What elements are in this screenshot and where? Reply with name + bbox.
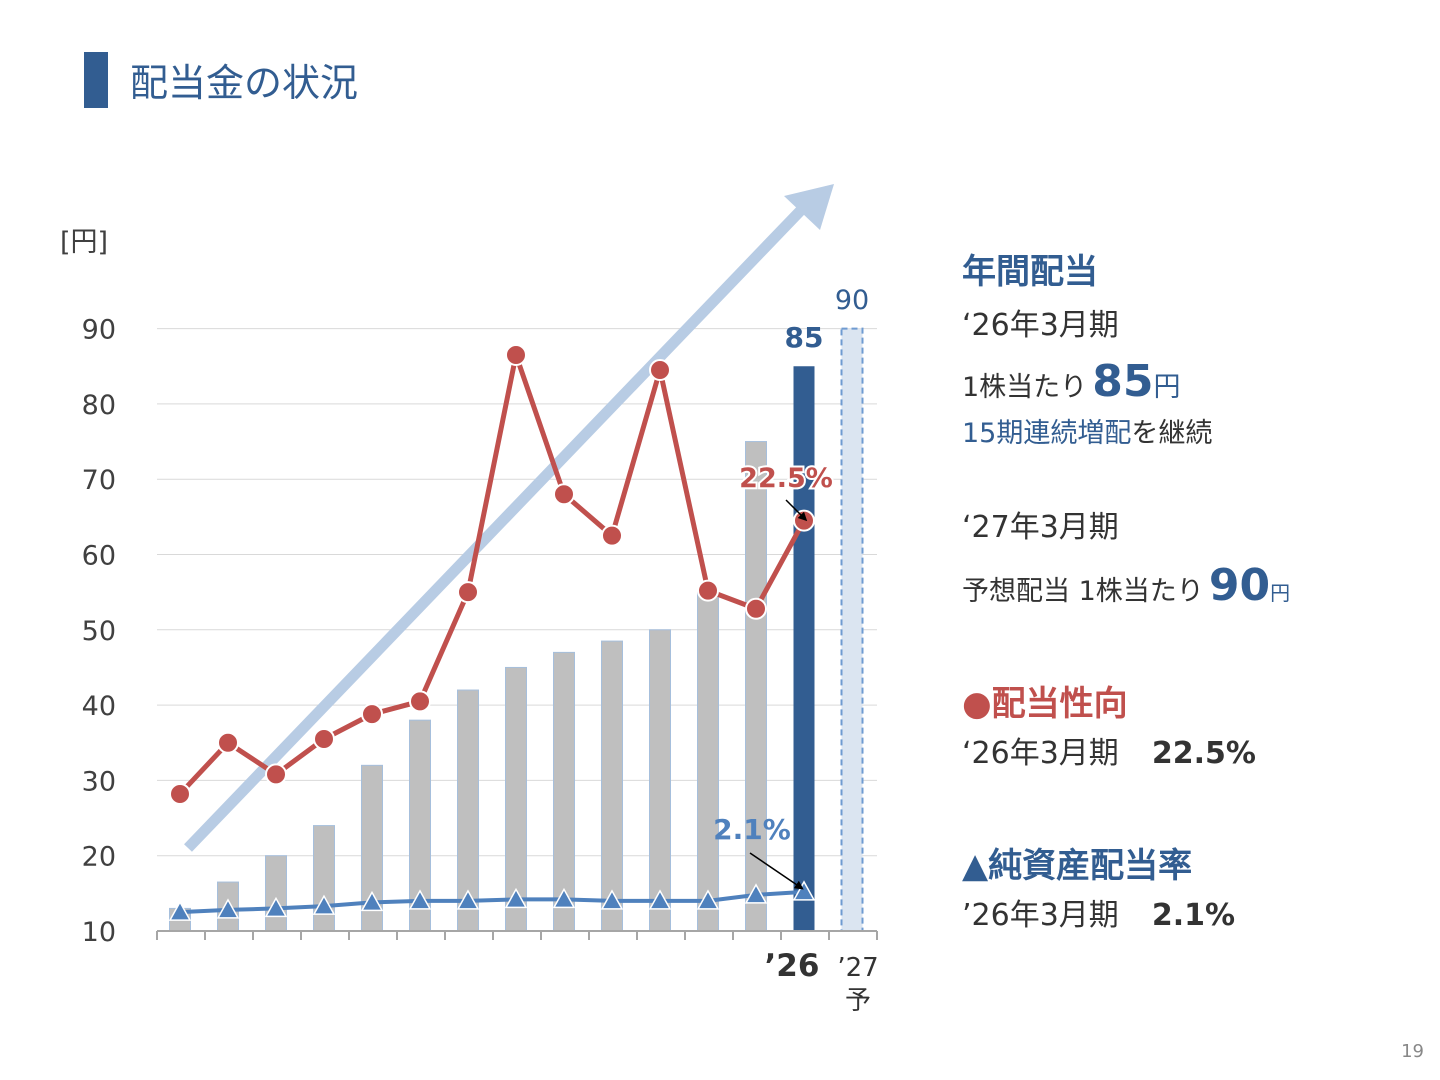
annual-dividend-heading: 年間配当	[962, 252, 1098, 292]
payout-ratio-heading: ●配当性向	[962, 684, 1128, 724]
per-share-label: 1株当たり	[962, 372, 1088, 403]
doe-fy-label: ’26年3月期	[962, 898, 1119, 933]
dividend-bar-10	[601, 640, 623, 932]
dividend-90-value: 90	[1208, 560, 1271, 611]
doe-point-8	[504, 887, 528, 909]
dividend-bar-12	[697, 591, 719, 932]
fy26-label: ‘26年3月期	[962, 308, 1119, 343]
doe-point-10	[600, 889, 624, 910]
payout-ratio-point-8	[505, 343, 527, 366]
dividend-bar-11	[649, 629, 671, 932]
bar-2027-value-label: 90	[835, 285, 869, 316]
increase-streak-text: 15期連続増配を継続	[962, 418, 1212, 450]
doe-line	[179, 889, 805, 915]
payout-ratio-point-2	[217, 731, 239, 754]
bar-2026-value-label: 85	[785, 321, 824, 354]
payout-ratio-line: ‘26年3月期 22.5%	[962, 736, 1256, 772]
doe-2026-label: 2.1%	[713, 813, 791, 846]
payout-ratio-point-10	[601, 524, 623, 547]
payout-ratio-point-3	[265, 763, 287, 786]
y-tick-label-80: 80	[82, 390, 116, 421]
x-category-label-15: ’27	[837, 953, 878, 983]
doe-point-3	[264, 896, 288, 918]
payout-ratio-point-4	[313, 727, 335, 750]
payout-ratio-point-1	[169, 782, 191, 805]
doe-point-4	[312, 894, 336, 915]
payout-ratio-point-11	[649, 359, 671, 382]
yen-unit: 円	[1153, 372, 1181, 403]
payout-ratio-point-9	[553, 483, 575, 506]
payout-ratio-point-14	[793, 509, 815, 532]
doe-point-1	[168, 900, 192, 921]
y-tick-label-10: 10	[82, 917, 116, 948]
payout-ratio-point-13	[745, 597, 767, 620]
page-number: 19	[1401, 1041, 1424, 1062]
title-accent-bar	[84, 52, 108, 108]
doe-point-5	[360, 890, 384, 912]
y-tick-label-60: 60	[82, 541, 116, 572]
doe-point-9	[552, 887, 576, 909]
y-tick-label-40: 40	[82, 691, 116, 722]
fy26-dividend-line: 1株当たり 85円	[962, 356, 1181, 409]
y-tick-label-50: 50	[82, 616, 116, 647]
payout-ratio-point-12	[697, 579, 719, 602]
page-title: 配当金の状況	[130, 61, 359, 105]
forecast-label: 予想配当 1株当たり	[962, 576, 1204, 607]
dividend-bar-3	[265, 855, 287, 932]
y-tick-label-90: 90	[82, 315, 116, 346]
payout-fy-label: ‘26年3月期	[962, 736, 1119, 771]
payout-ratio-point-5	[361, 703, 383, 726]
x-category-label-15-sub: 予	[845, 986, 871, 1016]
payout-ratio-callout-line	[785, 499, 808, 522]
growth-arrow-head	[784, 184, 834, 230]
doe-heading: ▲純資産配当率	[962, 846, 1193, 886]
doe-point-12	[696, 889, 720, 910]
payout-ratio-value: 22.5%	[1151, 736, 1256, 771]
doe-value: 2.1%	[1151, 898, 1236, 933]
doe-point-14	[792, 880, 816, 901]
payout-ratio-point-7	[457, 581, 479, 604]
dividend-bar-15	[840, 327, 864, 933]
doe-point-2	[216, 898, 240, 919]
y-axis-unit-label: [円]	[60, 227, 108, 258]
fy27-forecast-line: 予想配当 1株当たり 90円	[962, 560, 1290, 613]
payout-ratio-point-6	[409, 690, 431, 713]
dividend-bar-4	[313, 825, 335, 932]
doe-point-13	[744, 883, 768, 904]
doe-point-7	[456, 889, 480, 910]
payout-ratio-2026-label: 22.5%	[739, 463, 833, 494]
yen-unit-small: 円	[1270, 581, 1291, 605]
y-tick-label-30: 30	[82, 766, 116, 797]
dividend-bar-14	[793, 366, 815, 931]
growth-arrow-shaft	[184, 202, 809, 852]
doe-point-11	[648, 889, 672, 910]
dividend-85-value: 85	[1092, 356, 1154, 407]
dividend-chart: 10 20 30 40 50 60 70 80 90 [円] ’26 ’27予 85 90 22.5% 2.1…	[60, 184, 879, 1016]
doe-point-6	[408, 889, 432, 910]
increase-streak-suffix: を継続	[1131, 418, 1213, 449]
x-category-label-14: ’26	[765, 948, 820, 984]
fy27-label: ‘27年3月期	[962, 510, 1119, 545]
y-tick-label-20: 20	[82, 842, 116, 873]
y-tick-label-70: 70	[82, 465, 116, 496]
doe-line: ’26年3月期 2.1%	[962, 898, 1235, 934]
increase-streak-highlight: 15期連続増配	[962, 418, 1132, 449]
doe-callout-line	[749, 852, 804, 890]
